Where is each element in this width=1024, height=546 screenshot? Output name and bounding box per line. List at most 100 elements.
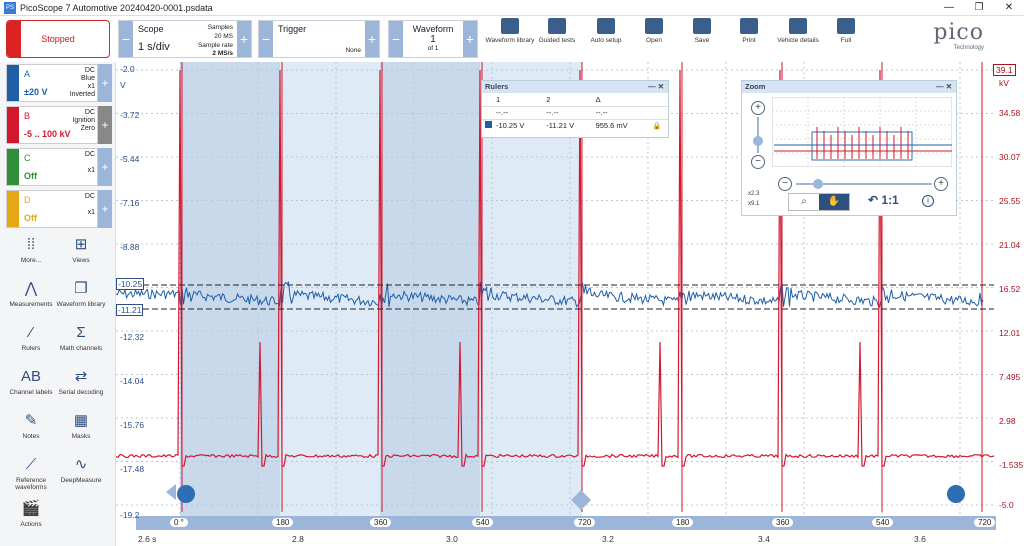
channel-a-adjust-button[interactable]: + — [98, 64, 112, 102]
channel-coupling: DC — [84, 109, 95, 116]
close-button[interactable]: ✕ — [1004, 2, 1014, 13]
scroll-left-button[interactable] — [177, 485, 195, 503]
waveform-prev-button[interactable]: − — [389, 21, 403, 57]
run-stop-button[interactable]: Stopped — [6, 20, 110, 58]
y-axis-left-label: -11.21 — [116, 304, 144, 316]
x-axis-label: 3.6 — [914, 534, 926, 544]
channel-range[interactable]: Off — [24, 213, 37, 223]
guided-tests-button[interactable]: Guided tests — [531, 18, 583, 44]
waveform-library-button[interactable]: Waveform library — [484, 18, 536, 44]
print-button[interactable]: Print — [723, 18, 775, 44]
views-button[interactable]: ⊞ Views — [56, 236, 106, 264]
rulers-button[interactable]: ⁄ Rulers — [6, 324, 56, 352]
close-icon[interactable]: — ✕ — [936, 82, 952, 91]
guided-tests-label: Guided tests — [538, 37, 576, 44]
trigger-prev-button[interactable]: − — [259, 21, 273, 57]
channel-c-box[interactable]: C DC x1 Off — [6, 148, 98, 186]
waveform-control[interactable]: − Waveform 1 of 1 + — [388, 20, 478, 58]
zoom-panel[interactable]: Zoom — ✕ + − − + x2.3 x9.1 ⌕ ✋ ↶ 1:1 i — [741, 80, 957, 216]
zoom-header[interactable]: Zoom — ✕ — [742, 81, 956, 93]
vehicle-details-button[interactable]: Vehicle details — [772, 18, 824, 44]
serial-decoding-icon: ⇄ — [74, 368, 88, 385]
y-axis-right-label: 16.52 — [999, 284, 1021, 294]
zoom-x-slider[interactable] — [796, 183, 932, 185]
zoom-y-handle[interactable] — [753, 136, 763, 146]
serial-decoding-button[interactable]: ⇄ Serial decoding — [56, 368, 106, 396]
auto-setup-button[interactable]: Auto setup — [580, 18, 632, 44]
zoom-x-in-button[interactable]: + — [934, 177, 948, 191]
zoom-y-in-button[interactable]: + — [751, 101, 765, 115]
channel-c-adjust-button[interactable]: + — [98, 148, 112, 186]
zoom-reset-button[interactable]: ↶ 1:1 — [868, 193, 899, 207]
zoom-x-handle[interactable] — [813, 179, 823, 189]
timebase-value[interactable]: 1 s/div — [138, 41, 170, 53]
waveform-library-button[interactable]: ❒ Waveform library — [56, 280, 106, 308]
masks-button[interactable]: ▦ Masks — [56, 412, 106, 440]
window-title: PicoScope 7 Automotive 20240420-0001.psd… — [20, 2, 213, 13]
samples-label: Samples — [207, 24, 233, 31]
magnifier-icon[interactable]: ⌕ — [801, 196, 807, 207]
full-screen-button[interactable]: Full — [820, 18, 872, 44]
info-icon[interactable]: i — [922, 195, 934, 207]
y-axis-left-label: -12.32 — [120, 332, 145, 342]
lock-icon[interactable]: 🔒 — [652, 122, 662, 130]
stack-icon — [501, 18, 519, 34]
channel-meta: DC x1 — [85, 151, 95, 175]
open-button[interactable]: Open — [628, 18, 680, 44]
trigger-control[interactable]: − Trigger None + — [258, 20, 380, 58]
zoom-y-slider[interactable] — [757, 117, 759, 153]
timebase-decrease-button[interactable]: − — [119, 21, 133, 57]
scroll-right-button[interactable] — [947, 485, 965, 503]
close-icon[interactable]: — ✕ — [648, 82, 664, 91]
reference-waveforms-button[interactable]: ⟋ Reference waveforms — [6, 456, 56, 491]
channel-b-box[interactable]: B DC Ignition Zero -5 .. 100 kV — [6, 106, 98, 144]
pico-logo: pico Technology — [933, 20, 984, 51]
channel-labels-button[interactable]: AB Channel labels — [6, 368, 56, 396]
minimize-button[interactable]: — — [944, 2, 954, 13]
rulers-panel[interactable]: Rulers — ✕ 1 2 Δ --.-- --.-- --.-- -10.25 V -1… — [481, 80, 669, 138]
rulers-table: 1 2 Δ --.-- --.-- --.-- -10.25 V -11.21 V 955.… — [482, 93, 668, 132]
waveform-plot[interactable] — [116, 62, 1024, 546]
clapperboard-icon: 🎬 — [21, 500, 41, 517]
channel-range[interactable]: -5 .. 100 kV — [24, 129, 71, 139]
math-channels-button[interactable]: Σ Math channels — [56, 324, 106, 352]
pan-hand-icon[interactable]: ✋ — [819, 194, 849, 210]
title-bar: PS PicoScope 7 Automotive 20240420-0001.… — [0, 0, 1024, 16]
measurements-button[interactable]: ⋀ Measurements — [6, 280, 56, 308]
channel-b-adjust-button[interactable]: + — [98, 106, 112, 144]
channel-range[interactable]: Off — [24, 171, 37, 181]
waveform-next-button[interactable]: + — [463, 21, 477, 57]
deepmeasure-button[interactable]: ∿ DeepMeasure — [56, 456, 106, 484]
channel-meta: DC Blue x1 Inverted — [70, 67, 95, 99]
scope-control[interactable]: − Scope 1 s/div Samples 20 MS Sample rat… — [118, 20, 252, 58]
notes-button[interactable]: ✎ Notes — [6, 412, 56, 440]
rulers-header[interactable]: Rulers — ✕ — [482, 81, 668, 93]
rotation-marker-right[interactable] — [571, 490, 591, 510]
zoom-y-out-button[interactable]: − — [751, 155, 765, 169]
zoom-x-out-button[interactable]: − — [778, 177, 792, 191]
y-axis-right-label: -5.0 — [999, 500, 1014, 510]
channel-a-box[interactable]: A DC Blue x1 Inverted ±20 V — [6, 64, 98, 102]
crank-angle-label: 180 — [272, 518, 294, 527]
channel-d-adjust-button[interactable]: + — [98, 190, 112, 228]
actions-button[interactable]: 🎬 Actions — [6, 500, 56, 528]
timebase-increase-button[interactable]: + — [237, 21, 251, 57]
restore-button[interactable]: ❐ — [974, 2, 984, 13]
y-axis-left-label: -5.44 — [120, 154, 140, 164]
trigger-next-button[interactable]: + — [365, 21, 379, 57]
y-axis-left-label: -19.2 — [120, 510, 140, 520]
trigger-mode: None — [345, 47, 361, 54]
channel-d-box[interactable]: D DC x1 Off — [6, 190, 98, 228]
zoom-title: Zoom — [745, 82, 766, 91]
notes-icon: ✎ — [24, 412, 38, 429]
save-button[interactable]: Save — [676, 18, 728, 44]
rotation-marker-left[interactable] — [166, 484, 176, 500]
scope-label: Scope — [138, 24, 164, 34]
ruler-icon: ⁄ — [29, 324, 33, 341]
crank-angle-label: 540 — [872, 518, 894, 527]
x-axis-label: 3.4 — [758, 534, 770, 544]
channel-probe: x1 — [87, 167, 95, 174]
more-button[interactable]: ⁞⁞ More... — [6, 236, 56, 264]
zoom-overview[interactable] — [772, 97, 952, 167]
channel-range[interactable]: ±20 V — [24, 87, 48, 97]
